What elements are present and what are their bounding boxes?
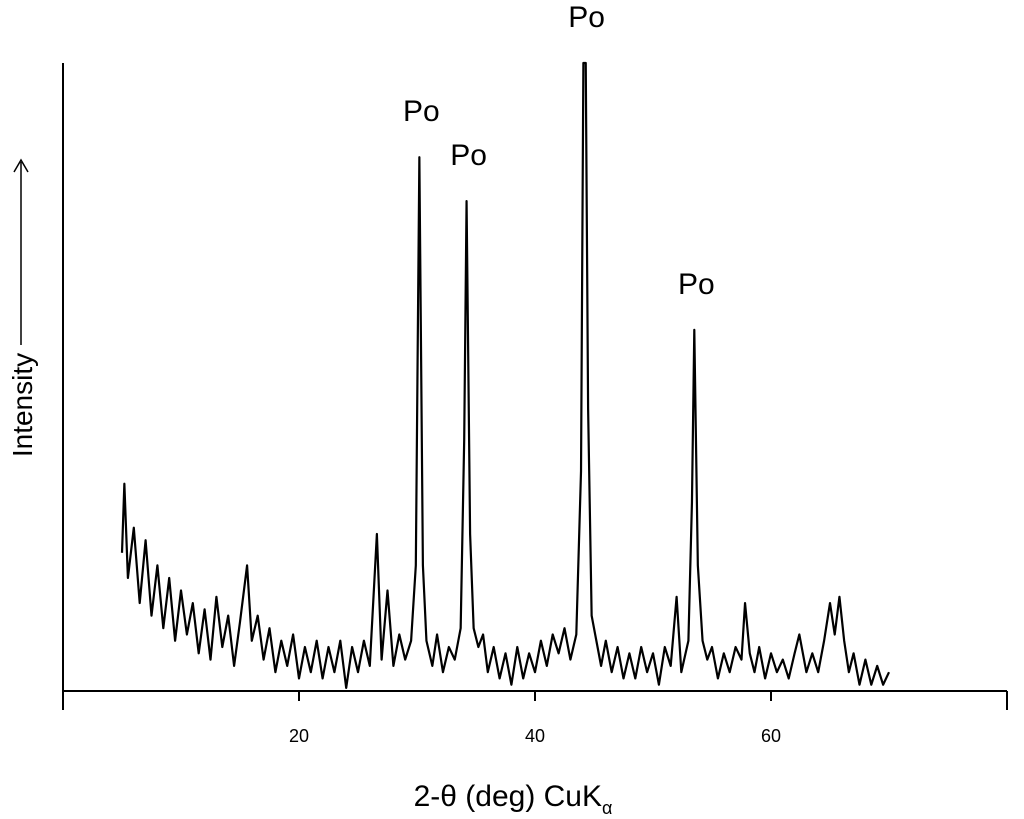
x-tick-label: 40 bbox=[525, 726, 545, 746]
y-label-group: Intensity bbox=[7, 353, 38, 457]
y-arrow-head bbox=[13, 158, 29, 173]
peak-annotation: Po bbox=[403, 95, 440, 128]
x-label-subscript: α bbox=[602, 798, 612, 818]
x-axis-label: 2-θ (deg) CuKα bbox=[414, 780, 613, 818]
data-line bbox=[120, 61, 890, 689]
x-tick-label: 60 bbox=[761, 726, 781, 746]
peak-annotation: Po bbox=[568, 1, 605, 34]
y-axis-label: Intensity bbox=[7, 353, 38, 457]
x-label-main: 2-θ (deg) CuK bbox=[414, 780, 602, 813]
peak-annotation: Po bbox=[450, 139, 487, 172]
x-tick-label: 20 bbox=[289, 726, 309, 746]
peak-annotation: Po bbox=[678, 268, 715, 301]
